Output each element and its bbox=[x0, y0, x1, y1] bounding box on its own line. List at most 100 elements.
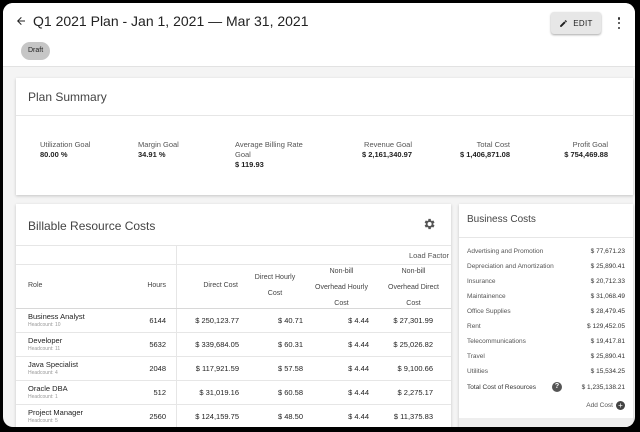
edit-label: EDIT bbox=[573, 18, 593, 28]
gear-icon bbox=[424, 218, 435, 230]
back-button[interactable] bbox=[11, 11, 31, 31]
add-cost-button[interactable]: Add Cost + bbox=[586, 401, 625, 410]
add-cost-label: Add Cost bbox=[586, 402, 613, 409]
role-name: Business Analyst bbox=[28, 312, 85, 321]
role-name: Developer bbox=[28, 336, 63, 345]
nonbill-direct-cell: $ 25,026.82 bbox=[393, 340, 433, 349]
column-divider bbox=[176, 245, 177, 427]
settings-button[interactable] bbox=[422, 217, 436, 231]
col-header-role: Role bbox=[28, 282, 43, 289]
metric-label: Margin Goal bbox=[138, 140, 179, 149]
cost-value: $ 25,890.41 bbox=[590, 263, 625, 270]
total-value: $ 1,235,138.21 bbox=[581, 384, 625, 391]
cost-name: Utilities bbox=[467, 368, 488, 375]
app-window: Q1 2021 Plan - Jan 1, 2021 — Mar 31, 202… bbox=[3, 3, 635, 427]
metric-value: 34.91 % bbox=[138, 150, 166, 159]
table-row[interactable]: Project Manager Headcount: 5 2560 $ 124,… bbox=[16, 405, 451, 427]
cost-item: Travel $ 25,890.41 bbox=[467, 351, 625, 366]
metric-margin-goal: Margin Goal 34.91 % bbox=[138, 140, 179, 160]
cost-item: Utilities $ 15,534.25 bbox=[467, 366, 625, 381]
more-menu-button[interactable] bbox=[615, 15, 623, 31]
metric-value: $ 119.93 bbox=[235, 160, 264, 169]
cost-item: Rent $ 129,452.05 bbox=[467, 321, 625, 336]
metric-label: Utilization Goal bbox=[40, 140, 91, 149]
metric-value: $ 2,161,340.97 bbox=[361, 150, 412, 159]
load-factor-header: Load Factor bbox=[408, 251, 449, 260]
headcount: Headcount: 5 bbox=[28, 418, 58, 424]
page-title: Q1 2021 Plan - Jan 1, 2021 — Mar 31, 202… bbox=[33, 13, 309, 29]
cost-value: $ 25,890.41 bbox=[590, 353, 625, 360]
cost-item: Depreciation and Amortization $ 25,890.41 bbox=[467, 261, 625, 276]
add-circle-icon: + bbox=[616, 401, 625, 410]
hours-cell: 512 bbox=[153, 388, 166, 397]
cost-value: $ 20,712.33 bbox=[590, 278, 625, 285]
divider bbox=[16, 115, 633, 116]
metric-label: Revenue Goal bbox=[364, 140, 412, 149]
cost-item: Office Supplies $ 28,479.45 bbox=[467, 306, 625, 321]
col-header-nonbill-hourly: Non-bill Overhead Hourly Cost bbox=[315, 268, 368, 307]
total-label: Total Cost of Resources bbox=[467, 384, 537, 391]
cost-name: Advertising and Promotion bbox=[467, 248, 544, 255]
nonbill-hourly-cell: $ 4.44 bbox=[348, 340, 369, 349]
metric-label: Average Billing Rate Goal bbox=[235, 140, 303, 159]
metric-value: $ 754,469.88 bbox=[564, 150, 608, 159]
role-name: Java Specialist bbox=[28, 360, 79, 369]
help-icon[interactable]: ? bbox=[552, 382, 562, 392]
edit-button[interactable]: EDIT bbox=[551, 12, 601, 34]
plan-summary-card: Plan Summary Utilization Goal 80.00 % Ma… bbox=[16, 78, 633, 195]
hours-cell: 2048 bbox=[149, 364, 166, 373]
metric-value: $ 1,406,871.08 bbox=[459, 150, 510, 159]
role-name: Project Manager bbox=[28, 408, 84, 417]
metric-label: Total Cost bbox=[476, 140, 510, 149]
cost-value: $ 77,671.23 bbox=[590, 248, 625, 255]
arrow-back-icon bbox=[17, 17, 25, 25]
metric-revenue-goal: Revenue Goal $ 2,161,340.97 bbox=[346, 140, 412, 160]
total-cost-of-resources: Total Cost of Resources ? $ 1,235,138.21 bbox=[467, 382, 625, 397]
cost-value: $ 129,452.05 bbox=[587, 323, 625, 330]
metric-profit-goal: Profit Goal $ 754,469.88 bbox=[542, 140, 608, 160]
cost-name: Travel bbox=[467, 353, 485, 360]
role-name: Oracle DBA bbox=[28, 384, 68, 393]
divider bbox=[16, 245, 451, 246]
col-header-nonbill-direct: Non-bill Overhead Direct Cost bbox=[388, 268, 439, 307]
direct-cost-cell: $ 31,019.16 bbox=[199, 388, 239, 397]
cost-value: $ 31,068.49 bbox=[590, 293, 625, 300]
metric-label: Profit Goal bbox=[572, 140, 608, 149]
table-row[interactable]: Java Specialist Headcount: 4 2048 $ 117,… bbox=[16, 357, 451, 381]
cost-name: Depreciation and Amortization bbox=[467, 263, 554, 270]
cost-name: Rent bbox=[467, 323, 481, 330]
footer-strip bbox=[459, 418, 633, 427]
nonbill-hourly-cell: $ 4.44 bbox=[348, 316, 369, 325]
status-badge: Draft bbox=[21, 42, 51, 60]
divider bbox=[16, 308, 451, 309]
metric-utilization-goal: Utilization Goal 80.00 % bbox=[40, 140, 90, 160]
cost-item: Insurance $ 20,712.33 bbox=[467, 276, 625, 291]
cost-item: Advertising and Promotion $ 77,671.23 bbox=[467, 246, 625, 261]
cost-name: Insurance bbox=[467, 278, 496, 285]
col-header-direct-hourly-cost: Direct Hourly Cost bbox=[254, 274, 296, 297]
headcount: Headcount: 10 bbox=[28, 322, 61, 328]
divider bbox=[459, 237, 633, 238]
business-costs-title: Business Costs bbox=[467, 214, 536, 225]
more-vert-icon bbox=[617, 17, 621, 29]
cost-name: Maintainence bbox=[467, 293, 506, 300]
direct-hourly-cell: $ 60.31 bbox=[277, 340, 303, 349]
business-costs-card: Business Costs Advertising and Promotion… bbox=[459, 204, 633, 427]
direct-cost-cell: $ 117,921.59 bbox=[195, 364, 239, 373]
nonbill-direct-cell: $ 2,275.17 bbox=[397, 388, 433, 397]
cost-value: $ 28,479.45 bbox=[590, 308, 625, 315]
headcount: Headcount: 11 bbox=[28, 346, 61, 352]
direct-cost-cell: $ 339,684.05 bbox=[195, 340, 239, 349]
direct-hourly-cell: $ 48.50 bbox=[277, 412, 303, 421]
col-header-direct-cost: Direct Cost bbox=[203, 282, 238, 289]
table-row[interactable]: Oracle DBA Headcount: 1 512 $ 31,019.16 … bbox=[16, 381, 451, 405]
nonbill-hourly-cell: $ 4.44 bbox=[348, 412, 369, 421]
nonbill-hourly-cell: $ 4.44 bbox=[348, 388, 369, 397]
direct-cost-cell: $ 124,159.75 bbox=[195, 412, 239, 421]
metric-total-cost: Total Cost $ 1,406,871.08 bbox=[444, 140, 510, 160]
table-row[interactable]: Business Analyst Headcount: 10 6144 $ 25… bbox=[16, 309, 451, 333]
page-header: Q1 2021 Plan - Jan 1, 2021 — Mar 31, 202… bbox=[3, 3, 635, 67]
table-row[interactable]: Developer Headcount: 11 5632 $ 339,684.0… bbox=[16, 333, 451, 357]
nonbill-hourly-cell: $ 4.44 bbox=[348, 364, 369, 373]
direct-hourly-cell: $ 40.71 bbox=[277, 316, 303, 325]
